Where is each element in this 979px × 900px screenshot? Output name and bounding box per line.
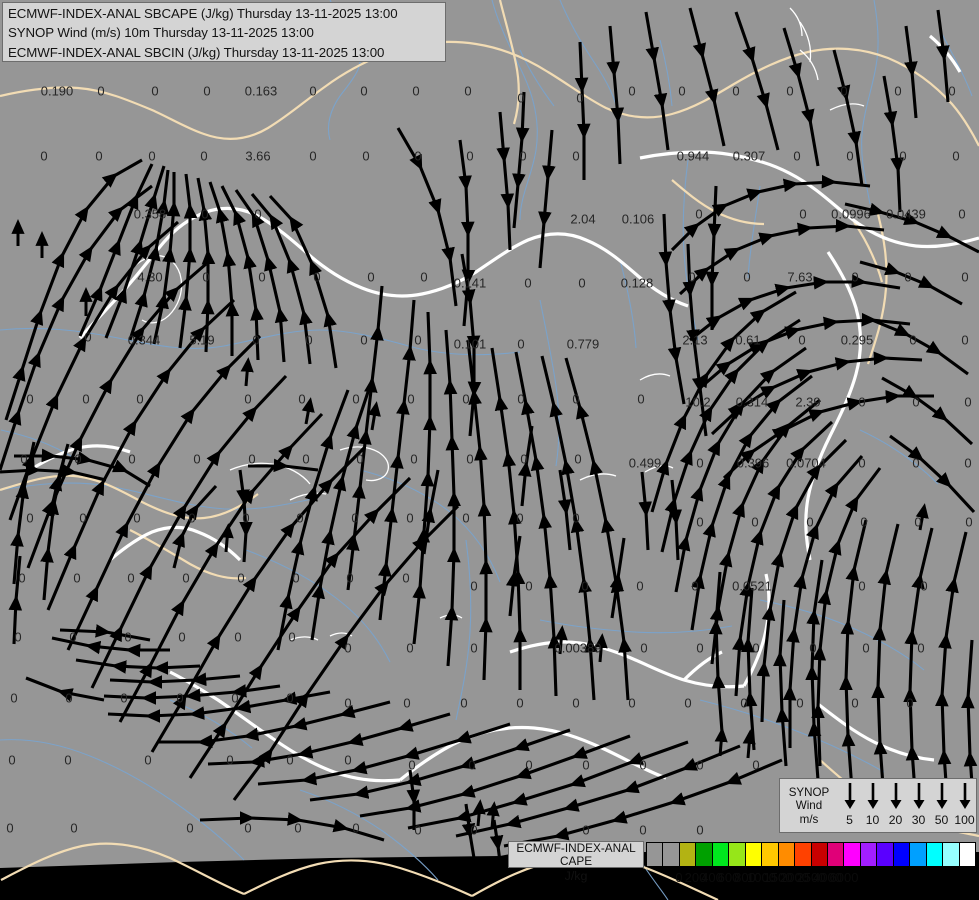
cape-legend-unit: J/kg — [564, 869, 588, 883]
cape-legend-titlebox: ECMWF-INDEX-ANAL CAPE — [508, 841, 644, 868]
cape-colorbar-tick-label: 1500 — [763, 870, 793, 885]
synop-legend-arrow-label: 50 — [934, 813, 949, 827]
cape-colorbar-swatch — [712, 843, 730, 866]
synop-legend-arrow-label: 5 — [846, 813, 853, 827]
synop-legend-arrow-label: 100 — [954, 813, 975, 827]
synop-wind-legend: SYNOP Wind m/s 5 10 20 30 50 100 — [779, 778, 977, 833]
wind-arrow-down-icon — [867, 783, 878, 809]
cape-colorbar-swatch — [860, 843, 878, 866]
synop-legend-labels: SYNOP Wind m/s — [780, 779, 838, 832]
title-line-synop-wind: SYNOP Wind (m/s) 10m Thursday 13-11-2025… — [8, 25, 314, 41]
cape-colorbar-tick-label: 6000 — [829, 870, 859, 885]
cape-colorbar-swatch — [943, 843, 960, 866]
cape-colorbar-tick — [827, 867, 829, 872]
cape-colorbar-tick — [811, 867, 812, 872]
cape-colorbar-tick-label: 1000 — [747, 870, 776, 885]
title-line-sbcape: ECMWF-INDEX-ANAL SBCAPE (J/kg) Thursday … — [8, 6, 398, 21]
cape-colorbar-swatches[interactable] — [646, 842, 976, 867]
cape-colorbar-swatch — [795, 843, 812, 866]
cape-colorbar-swatch — [926, 843, 944, 866]
cape-colorbar-swatch — [762, 843, 779, 866]
synop-legend-arrow-20: 20 — [885, 782, 907, 827]
cape-colorbar-tick-label: 0 — [675, 870, 683, 885]
cape-colorbar-tick-label: 800 — [734, 870, 756, 885]
cape-colorbar-swatch — [663, 843, 680, 866]
cape-colorbar-swatch — [811, 843, 828, 866]
wind-streamlines-layer — [0, 7, 979, 863]
synop-legend-arrow-scale: 5 10 20 30 50 100 — [838, 779, 976, 832]
cape-colorbar-ticks — [646, 867, 976, 883]
cape-colorbar-tick — [679, 867, 680, 872]
cape-colorbar-tick-label: 2000 — [780, 870, 809, 885]
cape-colorbar-tick — [761, 867, 763, 872]
synop-legend-arrow-label: 30 — [911, 813, 926, 827]
cape-colorbar-swatch — [827, 843, 845, 866]
synop-legend-arrow-100: 100 — [954, 782, 976, 827]
cape-colorbar-swatch — [959, 843, 976, 866]
synop-legend-arrow-5: 5 — [839, 782, 861, 827]
cape-colorbar-tick — [794, 867, 796, 872]
cape-legend-title: ECMWF-INDEX-ANAL — [516, 840, 636, 855]
cape-colorbar-swatch — [696, 843, 713, 866]
cape-colorbar-tick-label: 400 — [701, 870, 723, 885]
cape-colorbar-tick-label: 4000 — [813, 870, 842, 885]
cape-colorbar-tick — [844, 867, 845, 872]
synop-legend-arrow-label: 10 — [865, 813, 880, 827]
title-line-sbcin: ECMWF-INDEX-ANAL SBCIN (J/kg) Thursday 1… — [8, 44, 385, 60]
cape-colorbar-tick — [712, 867, 713, 872]
synop-legend-subtitle: Wind — [795, 799, 823, 813]
cape-colorbar-swatch — [647, 843, 664, 866]
wind-arrow-down-icon — [959, 783, 970, 809]
cape-colorbar-swatch — [679, 843, 697, 866]
wind-arrow-down-icon — [844, 783, 855, 809]
wind-arrowheads-layer — [11, 219, 929, 829]
wind-arrow-down-icon — [936, 783, 947, 809]
cape-colorbar-tick-label: 2500 — [796, 870, 826, 885]
cape-colorbar-swatch — [778, 843, 796, 866]
cape-legend-subtitle: CAPE — [559, 853, 593, 868]
cape-colorbar-swatch — [844, 843, 861, 866]
map-title-block: ECMWF-INDEX-ANAL SBCAPE (J/kg) Thursday … — [2, 2, 446, 62]
cape-colorbar-swatch — [893, 843, 911, 866]
cape-colorbar-tick — [778, 867, 779, 872]
cape-colorbar-tick — [695, 867, 697, 872]
cape-colorbar-legend: ECMWF-INDEX-ANAL CAPE J/kg 0 200 400 600 800… — [508, 841, 979, 886]
cape-colorbar-tick-label: 600 — [717, 870, 740, 885]
wind-arrow-down-icon — [890, 783, 901, 809]
cape-colorbar-tick — [728, 867, 730, 872]
synop-legend-arrow-10: 10 — [862, 782, 884, 827]
synop-legend-unit: m/s — [799, 812, 819, 826]
cape-colorbar-swatch — [910, 843, 927, 866]
synop-legend-arrow-label: 20 — [888, 813, 903, 827]
cape-colorbar-tick-label: 200 — [684, 870, 707, 885]
synop-legend-title: SYNOP — [788, 785, 830, 799]
cape-colorbar-swatch — [729, 843, 746, 866]
synop-legend-arrow-30: 30 — [908, 782, 930, 827]
cape-colorbar-swatch — [877, 843, 894, 866]
cape-colorbar-tick-labels: 0 200 400 600 800 1000 1500 2000 2500 4000 6000 — [646, 870, 979, 886]
synop-legend-arrow-50: 50 — [931, 782, 953, 827]
wind-arrow-down-icon — [913, 783, 924, 809]
cape-colorbar-swatch — [745, 843, 763, 866]
cape-colorbar-tick — [745, 867, 746, 872]
